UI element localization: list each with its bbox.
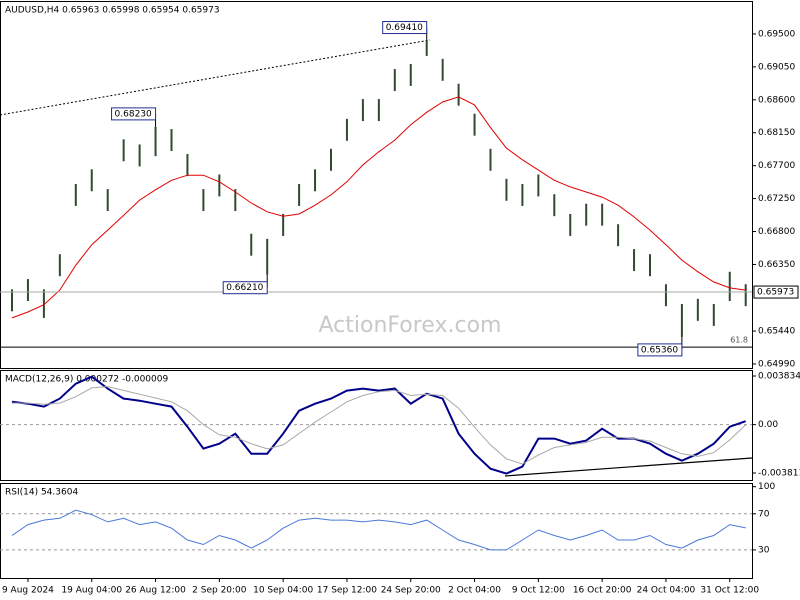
annotation-label: 0.68230 xyxy=(115,109,152,119)
x-tick-label: 31 Oct 12:00 xyxy=(700,586,759,596)
y-tick-label: 30 xyxy=(758,545,770,555)
rsi-title: RSI(14) 54.3604 xyxy=(5,488,78,498)
current-price-label: 0.65973 xyxy=(757,288,794,298)
annotation-box xyxy=(111,107,157,121)
y-tick-label: 70 xyxy=(758,509,770,519)
x-tick-label: 24 Sep 20:00 xyxy=(381,586,441,596)
y-tick-label: 0.68150 xyxy=(758,128,795,138)
x-tick-label: 16 Oct 20:00 xyxy=(573,586,632,596)
current-price-box xyxy=(753,285,799,299)
y-tick-label: 0.00 xyxy=(758,420,778,430)
watermark: ActionForex.com xyxy=(319,313,502,338)
y-tick-label: 0.66350 xyxy=(758,260,795,270)
x-tick-label: 2 Oct 04:00 xyxy=(448,586,501,596)
y-tick-label: 0.67700 xyxy=(758,161,795,171)
macd-panel xyxy=(0,370,753,481)
y-tick-label: 0.68600 xyxy=(758,95,795,105)
annotation-box xyxy=(637,343,683,357)
x-tick-label: 9 Aug 2024 xyxy=(2,586,54,596)
rsi-panel xyxy=(0,483,753,579)
y-tick-label: 0.67250 xyxy=(758,194,795,204)
macd-trend-line xyxy=(504,457,753,477)
y-tick-label: 0.65440 xyxy=(758,327,795,337)
y-tick-label: -0.003811 xyxy=(758,468,800,478)
series-line xyxy=(12,386,747,465)
x-tick-label: 17 Sep 12:00 xyxy=(317,586,377,596)
y-tick-label: 0.003834 xyxy=(758,372,800,382)
x-tick-label: 10 Sep 04:00 xyxy=(253,586,313,596)
price-panel xyxy=(0,1,753,369)
y-tick-label: 0.66800 xyxy=(758,227,795,237)
x-tick-label: 19 Aug 04:00 xyxy=(61,586,122,596)
y-tick-label: 0.64990 xyxy=(758,359,795,369)
annotation-label: 0.66210 xyxy=(226,283,263,293)
y-tick-label: 0.69500 xyxy=(758,29,795,39)
annotation-box xyxy=(222,281,268,295)
price-title: AUDUSD,H4 0.65963 0.65998 0.65954 0.6597… xyxy=(5,6,220,16)
series-line xyxy=(11,509,746,551)
y-tick-label: 0.69050 xyxy=(758,62,795,72)
series-line xyxy=(11,96,746,319)
y-tick-label: 100 xyxy=(758,482,775,492)
x-tick-label: 26 Aug 12:00 xyxy=(125,586,186,596)
series-line xyxy=(11,375,747,475)
level-label: 61.8 xyxy=(730,336,748,345)
annotation-label: 0.65360 xyxy=(641,345,678,355)
annotation-label: 0.69410 xyxy=(386,23,423,33)
x-tick-label: 2 Sep 20:00 xyxy=(192,586,247,596)
x-tick-label: 24 Oct 04:00 xyxy=(637,586,696,596)
annotation-box xyxy=(382,21,428,35)
x-tick-label: 9 Oct 12:00 xyxy=(512,586,565,596)
trend-line xyxy=(0,39,431,116)
